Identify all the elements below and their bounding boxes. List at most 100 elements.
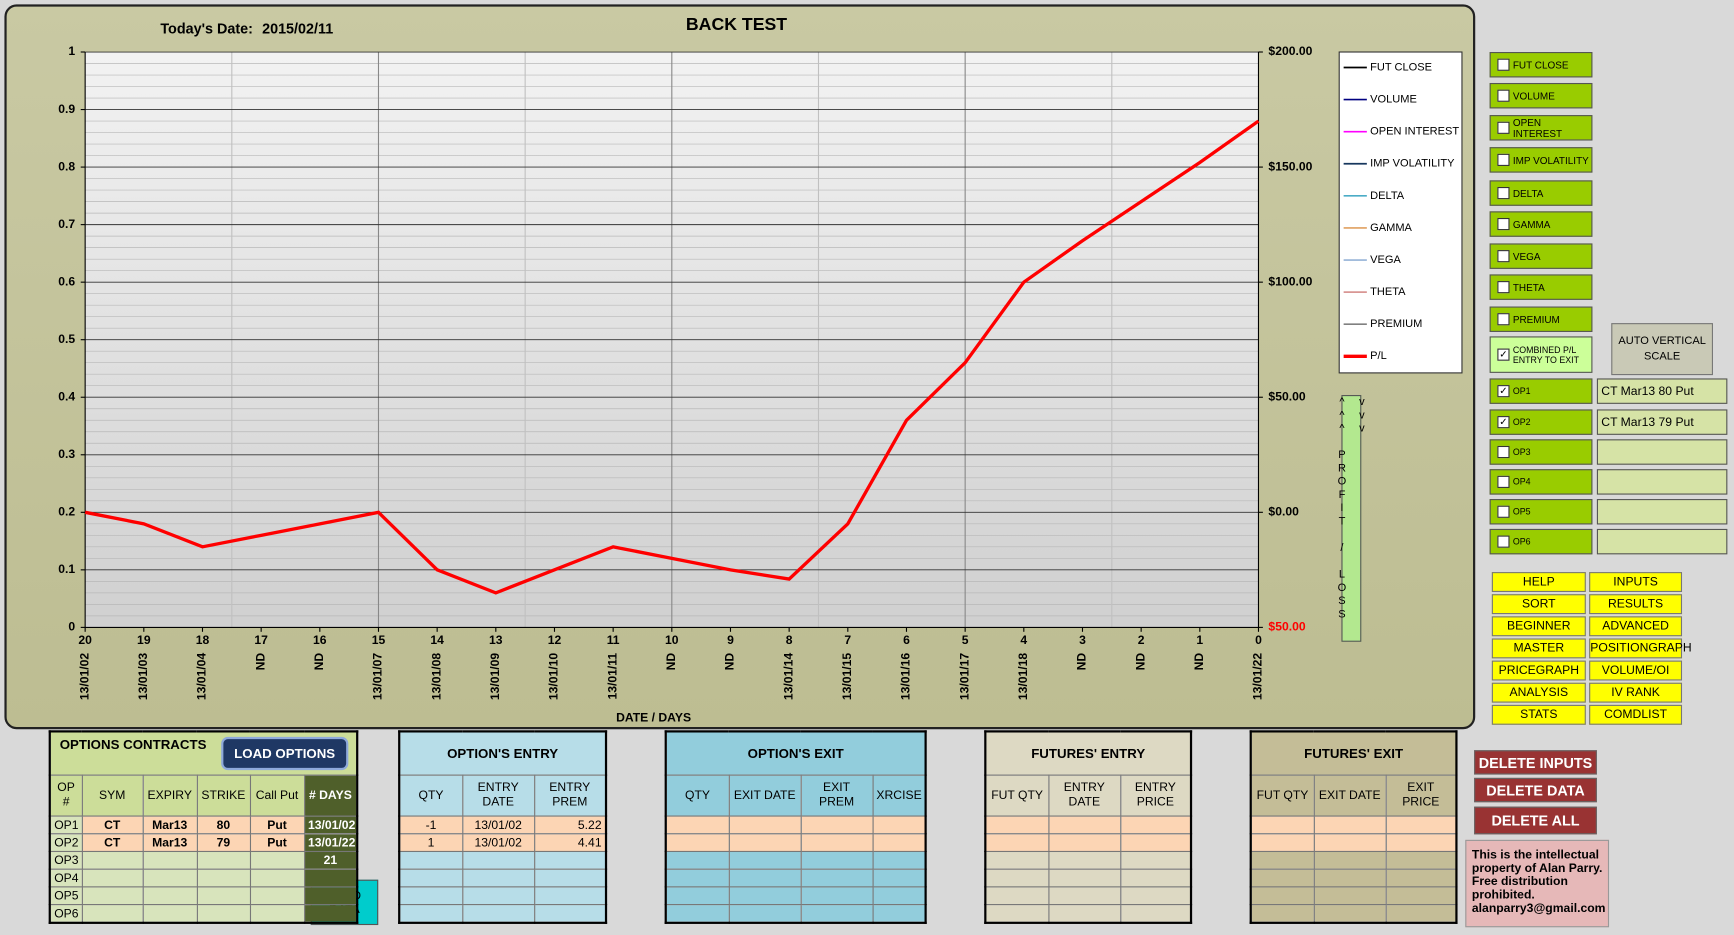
checkbox-option[interactable]: VOLUME	[1489, 82, 1593, 109]
cell: 1	[398, 833, 463, 853]
x-tick-label: 18	[196, 633, 210, 647]
menu-button[interactable]: INPUTS	[1589, 572, 1683, 592]
cell: 13/01/22	[303, 833, 358, 853]
menu-button[interactable]: PRICEGRAPH	[1491, 660, 1586, 681]
option-slot[interactable]: ✓ OP2	[1489, 409, 1593, 435]
checkbox-option[interactable]: PREMIUM	[1489, 306, 1593, 332]
slot-label: OP6	[1512, 536, 1531, 547]
checkbox-option[interactable]: FUT CLOSE	[1489, 52, 1593, 78]
option-slot[interactable]: OP6	[1489, 528, 1593, 555]
cell	[461, 904, 535, 924]
menu-button[interactable]: POSITIONGRAPH	[1589, 638, 1692, 659]
menu-button[interactable]: IV RANK	[1589, 682, 1683, 703]
checkbox[interactable]: ✓	[1497, 385, 1510, 398]
column-header: EXIT PRICE	[1385, 774, 1458, 817]
checkbox[interactable]	[1497, 445, 1510, 459]
menu-button[interactable]: ADVANCED	[1589, 616, 1683, 637]
checkbox[interactable]	[1497, 89, 1510, 102]
cell: Mar13	[142, 833, 198, 853]
menu-button[interactable]: COMDLIST	[1589, 704, 1683, 725]
checkbox[interactable]: ✓	[1497, 348, 1510, 361]
menu-button[interactable]: HELP	[1491, 572, 1586, 592]
checkbox[interactable]	[1497, 505, 1510, 518]
option-slot[interactable]: OP3	[1489, 439, 1593, 465]
option-slot[interactable]: OP5	[1489, 499, 1593, 525]
x-date-label: 13/01/16	[899, 653, 913, 701]
checkbox-label: IMP VOLATILITY	[1512, 154, 1589, 166]
legend-label: IMP VOLATILITY	[1370, 158, 1455, 170]
checkbox-option[interactable]: IMP VOLATILITY	[1489, 147, 1593, 173]
cell	[1250, 904, 1315, 924]
menu-button[interactable]: STATS	[1491, 704, 1586, 725]
legend-label: OPEN INTEREST	[1370, 126, 1459, 138]
y-tick-label: 0.4	[58, 389, 75, 403]
delete-button[interactable]: DELETE ALL	[1474, 806, 1597, 835]
x-date-label: 13/01/22	[1251, 653, 1265, 701]
cell	[196, 886, 251, 906]
checkbox[interactable]	[1497, 250, 1510, 263]
cell	[665, 815, 730, 835]
checkbox[interactable]	[1497, 313, 1510, 326]
y-tick-label: 0.3	[58, 447, 75, 461]
checkbox[interactable]	[1497, 121, 1510, 134]
cell: OP1	[49, 815, 83, 835]
y2-tick-label: $50.00	[1268, 389, 1305, 403]
checkbox-option[interactable]: OPEN INTEREST	[1489, 115, 1593, 141]
cell	[728, 815, 802, 835]
checkbox[interactable]	[1497, 153, 1510, 166]
checkbox[interactable]	[1497, 281, 1510, 294]
cell	[249, 868, 305, 888]
delete-button[interactable]: DELETE INPUTS	[1474, 750, 1597, 775]
data-table: OPTION'S EXIT QTY EXIT DATE EXIT PREM XRCISE	[664, 730, 927, 924]
checkbox[interactable]: ✓	[1497, 416, 1510, 429]
menu-button[interactable]: ANALYSIS	[1491, 682, 1586, 703]
cell	[1250, 886, 1315, 906]
menu-button[interactable]: BEGINNER	[1491, 616, 1586, 637]
checkbox[interactable]	[1497, 475, 1510, 488]
load-options-button[interactable]: LOAD OPTIONS	[220, 736, 349, 771]
menu-button[interactable]: VOLUME/OI	[1589, 660, 1683, 681]
checkbox-option[interactable]: THETA	[1489, 274, 1593, 300]
checkbox-option[interactable]: DELTA	[1489, 180, 1593, 206]
checkbox-option[interactable]: GAMMA	[1489, 211, 1593, 237]
cell: Put	[249, 815, 305, 835]
checkbox[interactable]	[1497, 187, 1510, 200]
checkbox[interactable]	[1497, 535, 1510, 548]
delete-button[interactable]: DELETE DATA	[1474, 777, 1597, 803]
cell	[665, 904, 730, 924]
cell	[142, 904, 198, 924]
cell	[871, 904, 927, 924]
cell	[800, 815, 874, 835]
menu-button[interactable]: RESULTS	[1589, 594, 1683, 615]
cell: 79	[196, 833, 251, 853]
table-title: OPTION'S EXIT	[665, 730, 927, 776]
slot-label: OP2	[1512, 417, 1531, 428]
checkbox-option[interactable]: VEGA	[1489, 243, 1593, 269]
checkbox[interactable]	[1497, 58, 1510, 71]
option-slot[interactable]: ✓ OP1	[1489, 378, 1593, 404]
menu-button[interactable]: SORT	[1491, 594, 1586, 615]
cell	[303, 886, 358, 906]
cell	[398, 850, 463, 870]
x-date-label: ND	[1075, 653, 1089, 671]
x-date-label: ND	[664, 653, 678, 671]
column-header: SYM	[81, 774, 144, 817]
table-title-text: OPTIONS CONTRACTS	[59, 736, 207, 753]
column-header: Call Put	[249, 774, 305, 817]
auto-scale-button[interactable]: AUTO VERTICAL SCALE	[1611, 323, 1713, 376]
cell: Put	[249, 833, 305, 853]
x-tick-label: 6	[903, 633, 910, 647]
checkbox-label: PREMIUM	[1512, 313, 1560, 325]
column-header: XRCISE	[871, 774, 927, 817]
x-date-label: 13/01/08	[429, 653, 443, 701]
checkbox-label: COMBINED P/L ENTRY TO EXIT	[1512, 344, 1580, 365]
cell	[728, 886, 802, 906]
checkbox[interactable]	[1497, 217, 1510, 231]
menu-button[interactable]: MASTER	[1491, 638, 1586, 659]
option-slot[interactable]: OP4	[1489, 469, 1593, 495]
cell	[1047, 904, 1121, 924]
checkbox-option[interactable]: ✓ COMBINED P/L ENTRY TO EXIT	[1489, 336, 1593, 373]
cell	[1119, 868, 1192, 888]
cell	[1313, 815, 1387, 835]
y2-tick-label: $200.00	[1268, 44, 1312, 58]
